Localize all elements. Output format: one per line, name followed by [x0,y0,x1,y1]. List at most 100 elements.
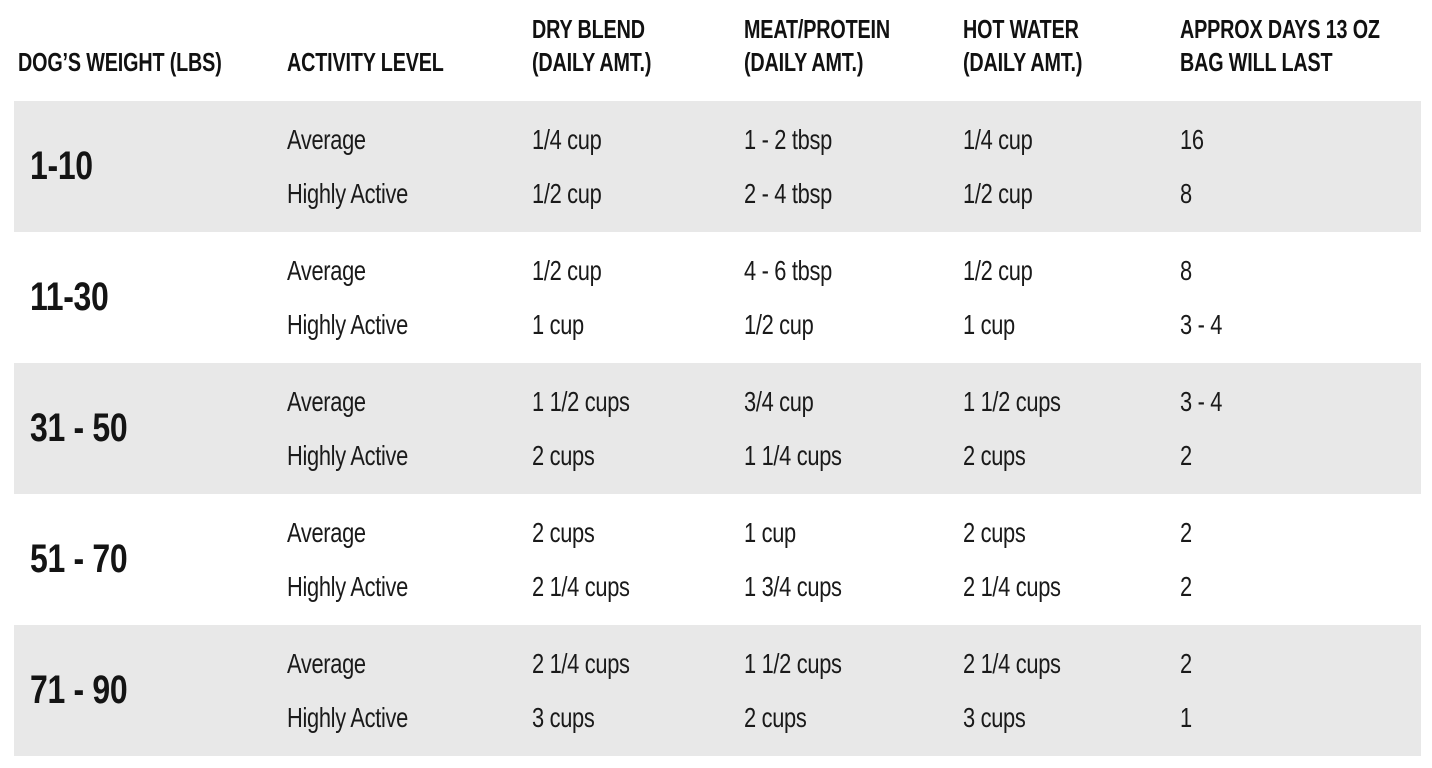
meat-protein-amount: 1 - 2 tbsp [744,123,832,155]
table-row-group-31-50: 31 - 50 Average Highly Active 1 1/2 cups… [14,363,1421,494]
dry-blend-amount: 1 1/2 cups [532,385,630,417]
days-cell: 2 2 [1180,494,1421,625]
table-row-group-1-10: 1-10 Average Highly Active 1/4 cup 1/2 c… [14,101,1421,232]
header-cell-meat-protein: MEAT/PROTEIN (DAILY AMT.) [744,13,963,101]
hot-water-amount: 1 cup [963,308,1015,340]
activity-level: Average [287,516,366,548]
meat-protein-amount: 2 - 4 tbsp [744,177,832,209]
dry-blend-cell: 2 1/4 cups 3 cups [532,625,744,756]
activity-level: Average [287,123,366,155]
table-row-group-71-90: 71 - 90 Average Highly Active 2 1/4 cups… [14,625,1421,756]
header-cell-approx-days: APPROX DAYS 13 OZ BAG WILL LAST [1180,13,1432,101]
meat-protein-cell: 1 cup 1 3/4 cups [744,494,963,625]
header-cell-activity-level: ACTIVITY LEVEL [287,13,532,101]
meat-protein-amount: 1 1/2 cups [744,647,842,679]
activity-level: Highly Active [287,177,408,209]
days-value: 2 [1180,516,1192,548]
weight-cell: 1-10 [14,101,287,232]
hot-water-amount: 1 1/2 cups [963,385,1061,417]
activity-level: Average [287,647,366,679]
dry-blend-cell: 1/2 cup 1 cup [532,232,744,363]
dry-blend-amount: 1/4 cup [532,123,602,155]
hot-water-amount: 2 1/4 cups [963,647,1061,679]
days-value: 1 [1180,701,1192,733]
dry-blend-cell: 2 cups 2 1/4 cups [532,494,744,625]
weight-cell: 11-30 [14,232,287,363]
table-row-group-51-70: 51 - 70 Average Highly Active 2 cups 2 1… [14,494,1421,625]
activity-level: Highly Active [287,439,408,471]
hot-water-amount: 2 cups [963,516,1026,548]
activity-level: Average [287,385,366,417]
hot-water-amount: 3 cups [963,701,1026,733]
activity-level: Highly Active [287,701,408,733]
header-label-approx-days-sub: BAG WILL LAST [1180,47,1333,77]
table-header-row: DOG’S WEIGHT (LBS) ACTIVITY LEVEL DRY BL… [14,0,1421,101]
hot-water-amount: 2 cups [963,439,1026,471]
activity-level: Highly Active [287,308,408,340]
meat-protein-cell: 3/4 cup 1 1/4 cups [744,363,963,494]
meat-protein-amount: 2 cups [744,701,807,733]
activity-level: Highly Active [287,570,408,602]
days-value: 2 [1180,570,1192,602]
hot-water-cell: 1/4 cup 1/2 cup [963,101,1180,232]
header-label-approx-days: APPROX DAYS 13 OZ [1180,14,1380,44]
dry-blend-amount: 3 cups [532,701,595,733]
header-label-dogs-weight: DOG’S WEIGHT (LBS) [18,47,222,77]
header-label-dry-blend-sub: (DAILY AMT.) [532,47,652,77]
meat-protein-cell: 1 1/2 cups 2 cups [744,625,963,756]
feeding-guide-table: DOG’S WEIGHT (LBS) ACTIVITY LEVEL DRY BL… [14,0,1421,756]
days-value: 2 [1180,647,1192,679]
header-cell-dogs-weight: DOG’S WEIGHT (LBS) [14,13,287,101]
activity-cell: Average Highly Active [287,625,532,756]
days-value: 3 - 4 [1180,385,1223,417]
header-label-hot-water: HOT WATER [963,14,1079,44]
dry-blend-amount: 2 cups [532,516,595,548]
weight-range: 51 - 70 [30,537,128,581]
activity-cell: Average Highly Active [287,101,532,232]
header-label-meat-protein-sub: (DAILY AMT.) [744,47,864,77]
header-label-dry-blend: DRY BLEND [532,14,645,44]
meat-protein-cell: 1 - 2 tbsp 2 - 4 tbsp [744,101,963,232]
days-cell: 8 3 - 4 [1180,232,1421,363]
days-value: 16 [1180,123,1204,155]
header-cell-hot-water: HOT WATER (DAILY AMT.) [963,13,1180,101]
activity-cell: Average Highly Active [287,494,532,625]
days-value: 8 [1180,254,1192,286]
dry-blend-amount: 1/2 cup [532,254,602,286]
header-label-hot-water-sub: (DAILY AMT.) [963,47,1083,77]
hot-water-amount: 1/2 cup [963,177,1033,209]
weight-range: 1-10 [30,144,93,188]
header-cell-dry-blend: DRY BLEND (DAILY AMT.) [532,13,744,101]
days-value: 3 - 4 [1180,308,1223,340]
weight-range: 31 - 50 [30,406,128,450]
days-value: 8 [1180,177,1192,209]
weight-cell: 51 - 70 [14,494,287,625]
hot-water-amount: 1/2 cup [963,254,1033,286]
dry-blend-amount: 2 cups [532,439,595,471]
meat-protein-cell: 4 - 6 tbsp 1/2 cup [744,232,963,363]
days-value: 2 [1180,439,1192,471]
weight-cell: 31 - 50 [14,363,287,494]
activity-cell: Average Highly Active [287,363,532,494]
table-row-group-11-30: 11-30 Average Highly Active 1/2 cup 1 cu… [14,232,1421,363]
activity-level: Average [287,254,366,286]
meat-protein-amount: 1 cup [744,516,796,548]
hot-water-amount: 2 1/4 cups [963,570,1061,602]
hot-water-cell: 2 cups 2 1/4 cups [963,494,1180,625]
activity-cell: Average Highly Active [287,232,532,363]
header-label-activity-level: ACTIVITY LEVEL [287,47,444,77]
hot-water-cell: 1 1/2 cups 2 cups [963,363,1180,494]
hot-water-cell: 2 1/4 cups 3 cups [963,625,1180,756]
days-cell: 2 1 [1180,625,1421,756]
weight-range: 11-30 [30,275,109,319]
dry-blend-amount: 1/2 cup [532,177,602,209]
dry-blend-amount: 2 1/4 cups [532,570,630,602]
weight-range: 71 - 90 [30,668,128,712]
meat-protein-amount: 4 - 6 tbsp [744,254,832,286]
meat-protein-amount: 3/4 cup [744,385,814,417]
days-cell: 16 8 [1180,101,1421,232]
header-label-meat-protein: MEAT/PROTEIN [744,14,891,44]
hot-water-amount: 1/4 cup [963,123,1033,155]
weight-cell: 71 - 90 [14,625,287,756]
meat-protein-amount: 1 3/4 cups [744,570,842,602]
